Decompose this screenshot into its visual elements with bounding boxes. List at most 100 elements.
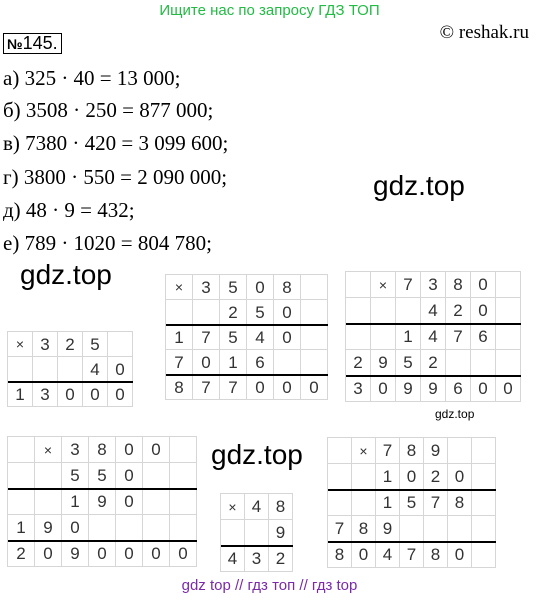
digit-cell: 0 <box>247 275 274 300</box>
digit-cell: 3 <box>346 376 371 402</box>
digit-cell: 1 <box>376 490 400 516</box>
digit-cell: 6 <box>471 324 496 350</box>
digit-cell: 2 <box>446 298 471 324</box>
digit-cell: 0 <box>448 464 472 490</box>
digit-cell: 2 <box>424 464 448 490</box>
digit-cell <box>472 438 496 464</box>
digit-cell <box>328 490 352 516</box>
watermark-gdz-top: gdz.top <box>211 439 303 470</box>
digit-cell: 1 <box>396 324 421 350</box>
digit-cell: 5 <box>220 275 247 300</box>
digit-cell: 9 <box>424 438 448 464</box>
digit-cell: 7 <box>400 542 424 568</box>
digit-cell <box>89 515 116 541</box>
digit-cell: 0 <box>116 437 143 463</box>
digit-cell: 1 <box>8 382 33 407</box>
digit-cell <box>170 489 197 515</box>
digit-cell: 0 <box>274 300 301 325</box>
digit-cell: 5 <box>89 463 116 489</box>
result-rule <box>328 489 496 491</box>
digit-cell: 7 <box>166 350 193 375</box>
digit-cell: 1 <box>8 515 35 541</box>
digit-cell: 0 <box>116 463 143 489</box>
watermark-gdz-top: gdz.top <box>373 170 465 201</box>
digit-cell: 3 <box>193 275 220 300</box>
answer-line-e: е) 789 · 1020 = 804 780; <box>3 231 212 255</box>
digit-cell: 7 <box>396 272 421 298</box>
digit-cell: 8 <box>400 438 424 464</box>
digit-cell <box>193 300 220 325</box>
digit-cell: 8 <box>446 272 471 298</box>
digit-cell: 0 <box>58 382 83 407</box>
digit-cell <box>471 350 496 376</box>
digit-cell: 0 <box>108 382 133 407</box>
digit-cell: 5 <box>62 463 89 489</box>
digit-cell: 9 <box>269 520 293 546</box>
digit-cell: 3 <box>33 332 58 357</box>
column-multiplication-g: × 3 8 0 0 5 5 0 1 9 0 1 9 0 2 0 9 0 0 0 0 <box>7 436 197 567</box>
digit-cell <box>496 272 521 298</box>
digit-cell <box>472 542 496 568</box>
digit-cell: 2 <box>269 546 293 572</box>
digit-cell <box>472 516 496 542</box>
digit-cell: 0 <box>471 298 496 324</box>
digit-cell: 1 <box>166 325 193 350</box>
digit-cell: 7 <box>193 375 220 400</box>
watermark-gdz-top-small: gdz.top <box>435 407 475 421</box>
digit-cell <box>496 324 521 350</box>
digit-cell: 0 <box>83 382 108 407</box>
digit-cell <box>8 357 33 382</box>
digit-cell: 5 <box>400 490 424 516</box>
watermark-gdz-top: gdz.top <box>20 259 112 290</box>
digit-cell <box>221 520 245 546</box>
digit-cell <box>35 463 62 489</box>
digit-cell: 7 <box>424 490 448 516</box>
digit-cell: 5 <box>396 350 421 376</box>
digit-cell: 0 <box>35 541 62 567</box>
digit-cell <box>328 438 352 464</box>
digit-cell <box>396 298 421 324</box>
digit-cell: 7 <box>328 516 352 542</box>
digit-cell <box>116 515 143 541</box>
digit-cell <box>371 298 396 324</box>
digit-cell <box>371 324 396 350</box>
answer-line-v: в) 7380 · 420 = 3 099 600; <box>3 131 229 155</box>
digit-cell <box>448 516 472 542</box>
digit-cell: 8 <box>448 490 472 516</box>
digit-cell <box>448 438 472 464</box>
result-rule <box>166 374 328 376</box>
digit-cell <box>143 489 170 515</box>
digit-cell: 2 <box>58 332 83 357</box>
multiply-sign: × <box>371 272 396 298</box>
digit-cell: 0 <box>496 376 521 402</box>
digit-cell: 0 <box>471 272 496 298</box>
multiply-sign: × <box>166 275 193 300</box>
multiply-sign: × <box>352 438 376 464</box>
column-multiplication-v: × 7 3 8 0 4 2 0 1 4 7 6 2 9 5 2 3 0 9 9 6 0 0 <box>345 271 521 402</box>
digit-cell: 9 <box>62 541 89 567</box>
digit-cell <box>346 298 371 324</box>
digit-cell <box>496 350 521 376</box>
digit-cell: 0 <box>89 541 116 567</box>
digit-cell <box>346 272 371 298</box>
digit-cell <box>352 490 376 516</box>
digit-cell: 3 <box>62 437 89 463</box>
task-number: 145. <box>22 33 58 53</box>
digit-cell: 8 <box>328 542 352 568</box>
digit-cell: 0 <box>247 375 274 400</box>
digit-cell: 0 <box>143 437 170 463</box>
digit-cell <box>424 516 448 542</box>
digit-cell: 0 <box>448 542 472 568</box>
digit-cell: 0 <box>108 357 133 382</box>
digit-cell: 0 <box>471 376 496 402</box>
digit-cell: 9 <box>35 515 62 541</box>
column-multiplication-b: × 3 5 0 8 2 5 0 1 7 5 4 0 7 0 1 6 8 7 7 0 0 0 <box>165 274 328 400</box>
answer-line-d: д) 48 · 9 = 432; <box>3 198 135 222</box>
column-multiplication-e: × 7 8 9 1 0 2 0 1 5 7 8 7 8 9 8 0 4 7 8 0 <box>327 437 496 568</box>
digit-cell: 9 <box>89 489 116 515</box>
result-rule <box>346 375 521 377</box>
digit-cell: 0 <box>301 375 328 400</box>
digit-cell: 0 <box>274 325 301 350</box>
digit-cell <box>143 463 170 489</box>
digit-cell: 2 <box>421 350 446 376</box>
